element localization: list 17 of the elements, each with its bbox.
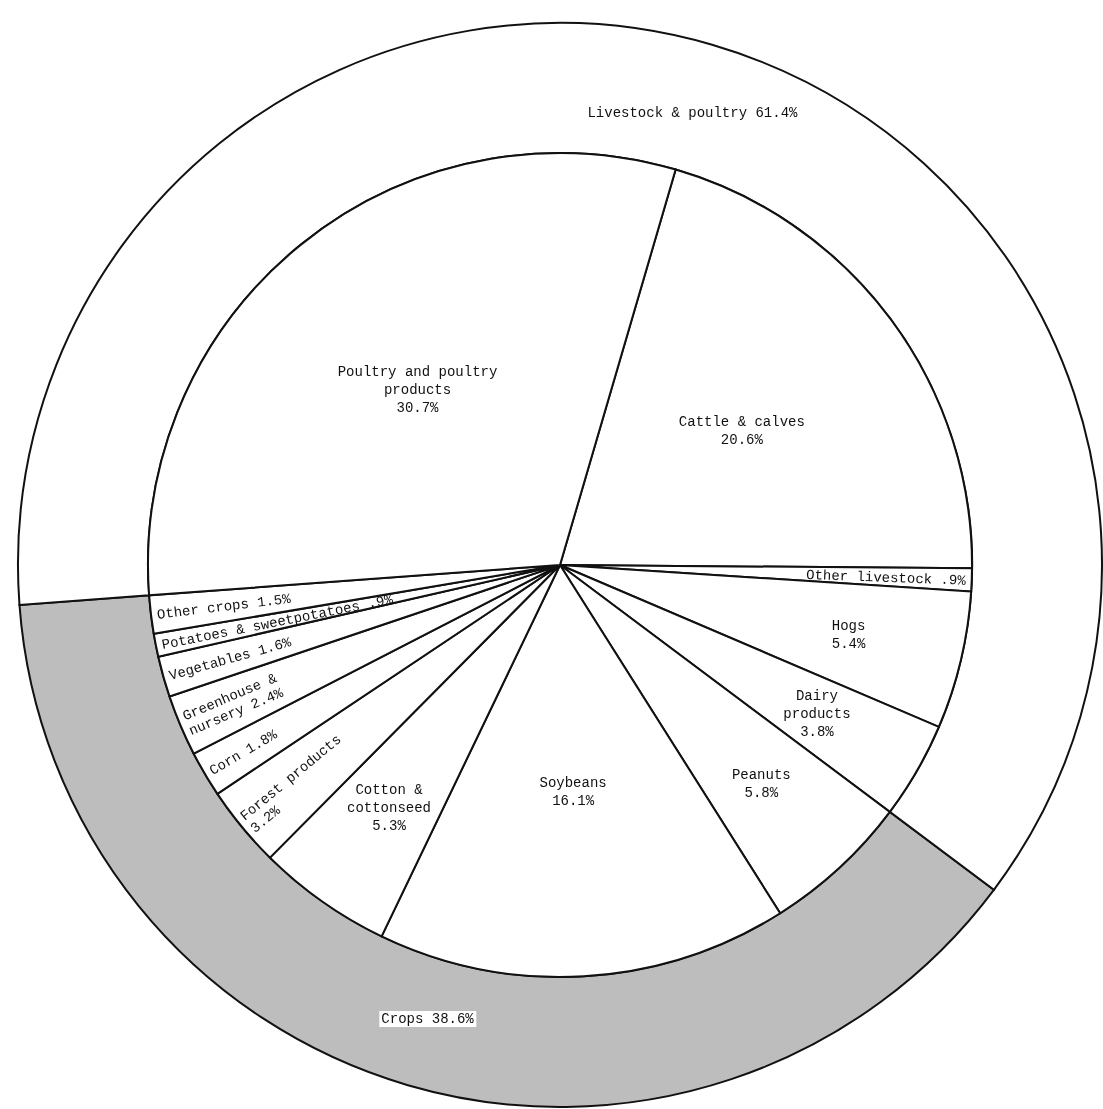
- data-label: 30.7%: [396, 399, 440, 416]
- data-label: 5.8%: [744, 784, 779, 801]
- slice-label: Peanuts: [731, 766, 791, 783]
- data-label: 5.3%: [372, 818, 407, 835]
- data-label: 5.4%: [831, 635, 866, 652]
- slice-label: Cattle & calves: [678, 413, 805, 430]
- slice-label: Poultry and poultry products: [337, 363, 498, 398]
- slice-label: Dairy products: [783, 688, 851, 723]
- data-label: 20.6%: [720, 431, 764, 448]
- data-label: 16.1%: [552, 793, 595, 810]
- slice-label: Hogs: [831, 617, 866, 634]
- slice-label: Other livestock .9%: [805, 566, 967, 589]
- data-label: 3.8%: [800, 724, 835, 741]
- slice-label: Soybeans: [539, 775, 607, 792]
- slice-label: Cotton & cottonseed: [347, 782, 432, 817]
- slice-label: Crops 38.6%: [381, 1011, 475, 1028]
- slice-label: Livestock & poultry 61.4%: [587, 104, 799, 121]
